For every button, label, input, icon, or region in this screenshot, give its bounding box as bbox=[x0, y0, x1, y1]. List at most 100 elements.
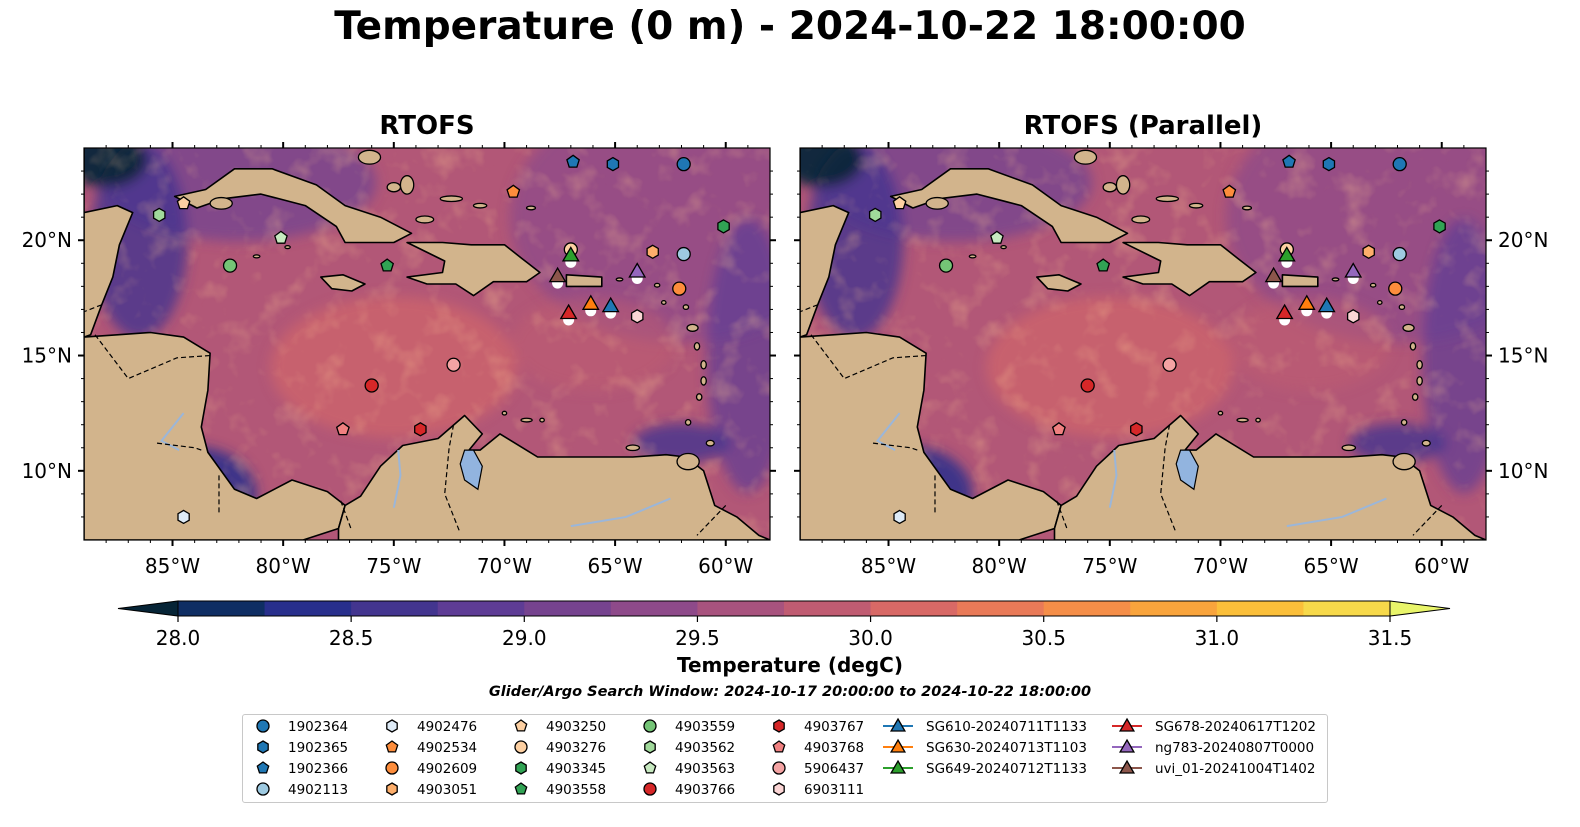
legend-entry: ng783-20240807T0000 bbox=[1112, 738, 1314, 756]
legend-marker bbox=[385, 761, 399, 775]
lat-tick-label: 20°N bbox=[1498, 228, 1548, 252]
land-jamaica bbox=[319, 273, 366, 292]
legend-label: 4902476 bbox=[417, 719, 477, 735]
legend-label: 4903766 bbox=[675, 782, 735, 798]
colorbar-bin bbox=[264, 601, 352, 616]
argo-marker-4902609 bbox=[1388, 281, 1403, 296]
legend-label: 6903111 bbox=[804, 782, 864, 798]
argo-marker-4903559 bbox=[222, 258, 238, 273]
argo-marker-4902476 bbox=[893, 509, 906, 525]
island bbox=[695, 393, 703, 401]
legend-entry: 4903558 bbox=[514, 782, 606, 798]
argo-marker-4902476 bbox=[177, 509, 190, 525]
island bbox=[1376, 299, 1383, 305]
country-border bbox=[800, 304, 818, 313]
island bbox=[539, 417, 545, 423]
argo-marker-4903768 bbox=[335, 421, 350, 436]
island bbox=[415, 215, 435, 224]
island bbox=[1331, 277, 1340, 282]
legend-entry: SG649-20240712T1133 bbox=[883, 759, 1087, 777]
land-southam bbox=[337, 414, 770, 540]
island bbox=[1416, 376, 1423, 386]
legend-marker bbox=[1118, 717, 1136, 732]
island bbox=[615, 277, 624, 282]
legend-entry: 4903276 bbox=[514, 740, 606, 756]
argo-marker-4903562 bbox=[868, 207, 882, 223]
island bbox=[284, 245, 291, 250]
country-border bbox=[1056, 500, 1069, 531]
land-yucatan bbox=[84, 148, 134, 338]
country-border bbox=[94, 334, 211, 380]
lon-tick-label: 65°W bbox=[1303, 554, 1358, 578]
legend-label: 1902366 bbox=[288, 761, 348, 777]
colorbar-extend-high bbox=[1389, 600, 1451, 617]
glider-marker-ng783-20240807T0000 bbox=[628, 262, 647, 278]
argo-marker-1902366 bbox=[566, 154, 580, 168]
legend-marker bbox=[514, 782, 528, 795]
legend-label: 4903558 bbox=[546, 782, 606, 798]
map-body bbox=[84, 148, 770, 540]
island bbox=[209, 196, 233, 210]
panel-title-rtofs: RTOFS bbox=[379, 111, 475, 141]
glider-marker-SG610-20240711T1133 bbox=[601, 296, 620, 313]
legend-label: SG610-20240711T1133 bbox=[926, 719, 1087, 735]
map-frame bbox=[83, 147, 771, 541]
legend-label: 5906437 bbox=[804, 761, 864, 777]
colorbar-frame bbox=[177, 600, 1391, 617]
argo-marker-1902365 bbox=[1322, 156, 1336, 172]
island bbox=[1416, 359, 1423, 370]
legend-entry: 4903563 bbox=[643, 761, 735, 777]
river bbox=[1286, 497, 1387, 528]
colorbar-extend-low bbox=[117, 600, 179, 617]
glider-marker-SG649-20240712T1133 bbox=[1277, 246, 1296, 262]
legend-label: 4903250 bbox=[546, 719, 606, 735]
river bbox=[570, 497, 671, 528]
colorbar: 28.0 28.5 29.0 29.5 30.0 30.5 31.0 31.5 bbox=[117, 600, 1451, 650]
glider-marker-uvi_01-20241004T1402 bbox=[1264, 266, 1283, 283]
island bbox=[1241, 205, 1253, 211]
island bbox=[1000, 245, 1007, 250]
lake-maracaibo bbox=[1175, 449, 1199, 491]
land-centralam bbox=[84, 331, 346, 540]
land-hispaniola bbox=[406, 241, 541, 297]
island bbox=[705, 439, 715, 447]
island bbox=[684, 418, 692, 426]
map-panel-rtofs: 85°W 80°W 75°W 70°W 65°W 60°W 10°N 15°N 20°N bbox=[22, 142, 776, 578]
glider-marker-SG678-20240617T1202 bbox=[1275, 303, 1294, 320]
lat-tick-label: 15°N bbox=[22, 344, 72, 368]
glider-marker-uvi_01-20241004T1402 bbox=[548, 266, 567, 283]
argo-marker-4903559 bbox=[938, 258, 954, 273]
island bbox=[1217, 410, 1224, 416]
legend-label: 4903563 bbox=[675, 761, 735, 777]
lon-tick-label: 65°W bbox=[587, 554, 642, 578]
legend-marker bbox=[889, 717, 907, 732]
river bbox=[1108, 449, 1118, 508]
lon-tick-label: 80°W bbox=[972, 554, 1027, 578]
legend-marker bbox=[772, 761, 786, 775]
land-cuba bbox=[173, 168, 413, 244]
legend-marker bbox=[1118, 759, 1136, 774]
land-yucatan bbox=[800, 148, 850, 338]
island bbox=[1369, 282, 1377, 288]
legend-entry: 4903768 bbox=[772, 740, 864, 756]
land-southam bbox=[1053, 414, 1486, 540]
island bbox=[625, 444, 641, 452]
lon-tick-label: 85°W bbox=[861, 554, 916, 578]
legend-entry: 4903562 bbox=[644, 740, 735, 756]
argo-marker-4902534 bbox=[506, 184, 521, 198]
legend-entry: 4902476 bbox=[386, 719, 477, 735]
legend-marker bbox=[643, 782, 657, 796]
legend-entry: 4903051 bbox=[386, 782, 477, 798]
colorbar-tick-label: 29.5 bbox=[675, 626, 720, 650]
legend-marker bbox=[889, 738, 907, 753]
legend-entry: 4902609 bbox=[385, 761, 477, 777]
glider-marker-SG678-20240617T1202 bbox=[559, 303, 578, 320]
colorbar-bin bbox=[957, 601, 1045, 616]
argo-marker-1902364 bbox=[1392, 156, 1407, 172]
lon-tick-label: 60°W bbox=[1414, 554, 1469, 578]
lon-tick-label: 70°W bbox=[477, 554, 532, 578]
legend-entry: 5906437 bbox=[772, 761, 864, 777]
map-body bbox=[800, 148, 1486, 540]
argo-marker-4903767 bbox=[1130, 422, 1143, 437]
land-cuba bbox=[889, 168, 1129, 244]
